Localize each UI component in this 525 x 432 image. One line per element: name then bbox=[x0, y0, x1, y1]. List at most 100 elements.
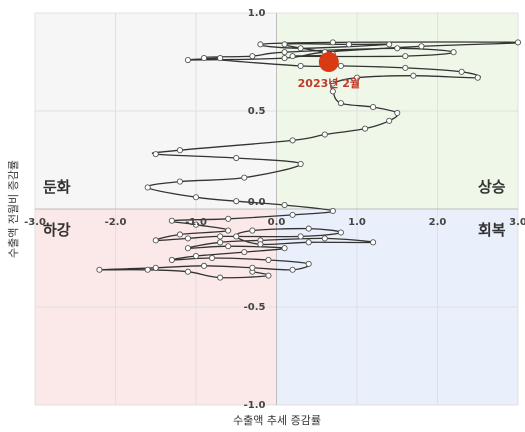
y-tick-label: 1.0 bbox=[248, 8, 266, 19]
data-point bbox=[176, 178, 183, 185]
zero-axes bbox=[35, 13, 518, 405]
data-point bbox=[249, 53, 256, 60]
x-tick-label: -2.0 bbox=[105, 217, 127, 228]
quadrant-label-top-left: 둔화 bbox=[43, 178, 71, 196]
data-point bbox=[192, 221, 200, 228]
highlight-marker bbox=[318, 52, 339, 72]
data-point bbox=[217, 239, 224, 246]
data-point bbox=[402, 53, 409, 60]
data-point bbox=[152, 151, 159, 158]
data-point bbox=[144, 266, 151, 273]
data-point bbox=[337, 62, 344, 69]
data-point bbox=[233, 198, 240, 205]
data-point bbox=[233, 233, 240, 240]
data-point bbox=[281, 41, 288, 48]
data-point bbox=[265, 272, 272, 279]
data-point bbox=[225, 215, 232, 222]
data-point bbox=[184, 56, 191, 64]
data-point bbox=[281, 202, 288, 209]
y-axis-title: 수출액 전월비 증감률 bbox=[7, 160, 20, 258]
x-tick-label: 1.0 bbox=[348, 217, 366, 228]
data-point bbox=[289, 53, 296, 60]
data-point bbox=[321, 235, 328, 242]
data-point bbox=[394, 109, 401, 117]
data-point bbox=[217, 233, 224, 240]
data-point bbox=[305, 225, 312, 232]
data-point bbox=[305, 260, 312, 267]
data-point bbox=[370, 104, 377, 111]
y-tick-label: -0.5 bbox=[244, 302, 266, 313]
data-point bbox=[225, 243, 232, 250]
data-point bbox=[289, 137, 296, 144]
data-point bbox=[329, 39, 336, 46]
data-point bbox=[418, 43, 425, 50]
data-point bbox=[289, 211, 296, 218]
x-tick-label: -3.0 bbox=[24, 217, 46, 228]
data-point bbox=[474, 74, 481, 81]
data-point bbox=[192, 194, 200, 201]
data-point bbox=[297, 45, 304, 52]
x-tick-label: 2.0 bbox=[429, 217, 447, 228]
x-tick-label: 3.0 bbox=[509, 217, 525, 228]
x-tick-label: -1.0 bbox=[185, 217, 207, 228]
data-point bbox=[152, 237, 159, 244]
data-point bbox=[217, 55, 224, 62]
data-point bbox=[297, 62, 304, 69]
data-point bbox=[337, 229, 344, 236]
data-point bbox=[281, 245, 288, 252]
data-point bbox=[305, 239, 312, 246]
quadrant-label-bottom-left: 하강 bbox=[43, 221, 71, 239]
tick-labels: -3.0 -2.0 -1.0 0.0 1.0 2.0 3.0 1.0 0.5 0.0 -0.5 -1.… bbox=[24, 8, 525, 411]
highlight-label: 2023년 2월 bbox=[298, 76, 360, 90]
data-point bbox=[321, 131, 328, 138]
data-point bbox=[281, 49, 288, 56]
x-tick-label: 0.0 bbox=[268, 217, 286, 228]
data-point bbox=[386, 41, 393, 48]
data-point bbox=[184, 245, 191, 252]
data-point bbox=[281, 55, 288, 62]
data-point bbox=[249, 227, 256, 234]
data-point bbox=[168, 256, 175, 264]
y-tick-label: -1.0 bbox=[244, 400, 266, 411]
data-point bbox=[184, 235, 191, 242]
data-point bbox=[514, 39, 522, 46]
data-point bbox=[394, 45, 401, 52]
x-axis-title: 수출액 추세 증감률 bbox=[233, 414, 321, 427]
data-point bbox=[370, 239, 377, 246]
data-point bbox=[402, 64, 409, 71]
series-points bbox=[96, 39, 522, 281]
y-tick-label: 0.0 bbox=[248, 197, 266, 208]
data-point bbox=[200, 262, 208, 269]
data-point bbox=[176, 147, 183, 154]
data-point bbox=[192, 252, 200, 260]
data-point bbox=[297, 233, 304, 240]
data-point bbox=[361, 125, 369, 132]
data-point bbox=[450, 49, 457, 56]
data-point bbox=[265, 256, 272, 264]
data-point bbox=[257, 41, 264, 48]
data-point bbox=[249, 264, 256, 271]
data-point bbox=[410, 72, 417, 79]
data-point bbox=[209, 254, 216, 262]
data-point bbox=[200, 55, 208, 62]
data-point bbox=[144, 184, 151, 191]
data-point bbox=[257, 241, 264, 248]
data-point bbox=[176, 231, 183, 238]
data-point bbox=[329, 88, 336, 95]
data-point bbox=[241, 174, 248, 181]
data-point bbox=[329, 207, 336, 215]
data-point bbox=[345, 41, 353, 48]
data-point bbox=[225, 227, 232, 234]
data-point bbox=[168, 217, 175, 224]
data-point bbox=[386, 117, 393, 124]
data-point bbox=[96, 266, 103, 273]
y-tick-label: 0.5 bbox=[248, 106, 266, 117]
data-point bbox=[289, 266, 296, 273]
data-point bbox=[152, 264, 159, 271]
data-point bbox=[458, 68, 465, 75]
data-point bbox=[353, 74, 361, 81]
quadrant-label-bottom-right: 회복 bbox=[478, 221, 506, 239]
data-point bbox=[217, 274, 224, 281]
data-point bbox=[184, 268, 191, 275]
